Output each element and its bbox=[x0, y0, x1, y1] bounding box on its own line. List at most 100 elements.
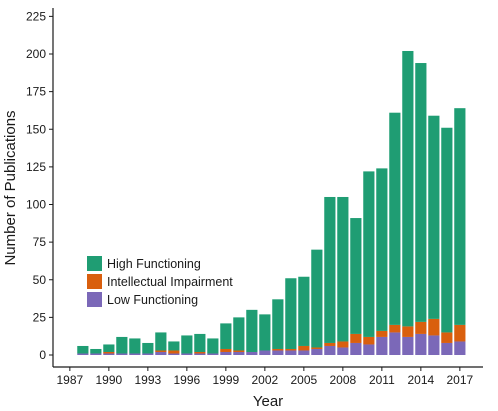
bar-marks bbox=[77, 50, 466, 355]
bar-intellectual-impairment-1999 bbox=[220, 348, 232, 352]
bar-intellectual-impairment-2014 bbox=[415, 321, 427, 334]
bar-high-functioning-1989 bbox=[90, 348, 102, 354]
bar-intellectual-impairment-2017 bbox=[454, 324, 466, 342]
bar-low-functioning-2015 bbox=[428, 335, 440, 355]
bar-low-functioning-2002 bbox=[259, 350, 271, 355]
bar-high-functioning-2009 bbox=[350, 218, 362, 334]
bar-high-functioning-1994 bbox=[155, 332, 167, 351]
bar-intellectual-impairment-1994 bbox=[155, 350, 167, 352]
bar-low-functioning-2001 bbox=[246, 351, 258, 355]
bar-low-functioning-2012 bbox=[389, 332, 401, 355]
bar-high-functioning-2008 bbox=[337, 196, 349, 342]
x-tick-label: 2014 bbox=[407, 373, 434, 387]
bar-high-functioning-1997 bbox=[194, 333, 206, 352]
bar-high-functioning-2004 bbox=[285, 278, 297, 349]
bar-low-functioning-1991 bbox=[116, 353, 128, 355]
bar-low-functioning-1993 bbox=[142, 353, 154, 355]
x-tick-label: 1990 bbox=[95, 373, 122, 387]
bar-low-functioning-2010 bbox=[363, 344, 375, 355]
y-axis-title: Number of Publications bbox=[2, 110, 19, 265]
x-axis-title: Year bbox=[253, 393, 283, 410]
bar-high-functioning-2000 bbox=[233, 317, 245, 351]
bar-high-functioning-2002 bbox=[259, 314, 271, 351]
bar-high-functioning-2011 bbox=[376, 168, 388, 331]
bar-low-functioning-2005 bbox=[298, 350, 310, 355]
bar-low-functioning-1994 bbox=[155, 351, 167, 355]
bar-low-functioning-2009 bbox=[350, 342, 362, 355]
x-tick-label: 2011 bbox=[369, 373, 395, 387]
bar-intellectual-impairment-2016 bbox=[441, 332, 453, 343]
bar-intellectual-impairment-2005 bbox=[298, 345, 310, 351]
bar-high-functioning-2013 bbox=[402, 50, 414, 327]
bar-high-functioning-2014 bbox=[415, 63, 427, 322]
bar-high-functioning-2005 bbox=[298, 276, 310, 346]
bar-high-functioning-1998 bbox=[207, 338, 219, 354]
y-tick-label: 75 bbox=[33, 235, 47, 249]
legend-swatch-intellectual-impairment bbox=[87, 274, 102, 289]
bar-intellectual-impairment-2013 bbox=[402, 326, 414, 337]
bar-intellectual-impairment-1997 bbox=[194, 351, 206, 354]
x-tick-label: 1996 bbox=[173, 373, 200, 387]
legend-label: Intellectual Impairment bbox=[107, 275, 233, 289]
bar-high-functioning-1988 bbox=[77, 345, 89, 354]
y-tick-label: 200 bbox=[26, 47, 46, 61]
legend-label: High Functioning bbox=[107, 257, 201, 271]
bar-low-functioning-2004 bbox=[285, 350, 297, 355]
bar-intellectual-impairment-2009 bbox=[350, 333, 362, 343]
y-tick-label: 150 bbox=[26, 122, 46, 136]
bar-low-functioning-2017 bbox=[454, 341, 466, 355]
bar-high-functioning-2012 bbox=[389, 112, 401, 325]
y-tick-label: 175 bbox=[26, 85, 46, 99]
x-tick-label: 2002 bbox=[251, 373, 278, 387]
bar-intellectual-impairment-1995 bbox=[168, 350, 180, 354]
bar-high-functioning-2007 bbox=[324, 196, 336, 343]
bar-intellectual-impairment-2007 bbox=[324, 342, 336, 346]
x-tick-label: 1993 bbox=[134, 373, 161, 387]
bar-low-functioning-1992 bbox=[129, 353, 141, 355]
legend-swatch-low-functioning bbox=[87, 292, 102, 307]
bar-high-functioning-1992 bbox=[129, 338, 141, 354]
bar-high-functioning-2006 bbox=[311, 249, 323, 348]
bar-low-functioning-1990 bbox=[103, 353, 115, 355]
x-axis-ticks: 1987 1990 1993 1996 1999 2002 2005 2008 2011 2014… bbox=[56, 367, 474, 387]
x-tick-label: 2008 bbox=[329, 373, 356, 387]
bar-low-functioning-1989 bbox=[90, 353, 102, 355]
bar-low-functioning-2003 bbox=[272, 350, 284, 355]
bar-high-functioning-1991 bbox=[116, 336, 128, 354]
x-tick-label: 1987 bbox=[56, 373, 83, 387]
bar-intellectual-impairment-2012 bbox=[389, 324, 401, 333]
y-tick-label: 225 bbox=[26, 9, 46, 23]
bar-high-functioning-2003 bbox=[272, 299, 284, 349]
bar-low-functioning-2007 bbox=[324, 345, 336, 355]
bar-high-functioning-2001 bbox=[246, 309, 258, 352]
bar-low-functioning-1998 bbox=[207, 353, 219, 355]
bar-high-functioning-1996 bbox=[181, 335, 193, 354]
y-tick-label: 100 bbox=[26, 198, 46, 212]
bar-low-functioning-2013 bbox=[402, 336, 414, 355]
bar-low-functioning-2008 bbox=[337, 347, 349, 355]
bar-high-functioning-1990 bbox=[103, 344, 115, 352]
bar-high-functioning-1999 bbox=[220, 323, 232, 349]
bar-high-functioning-1995 bbox=[168, 341, 180, 351]
bar-low-functioning-2016 bbox=[441, 342, 453, 355]
bar-high-functioning-2016 bbox=[441, 127, 453, 333]
x-tick-label: 2005 bbox=[290, 373, 317, 387]
x-tick-label: 2017 bbox=[446, 373, 473, 387]
bar-low-functioning-2006 bbox=[311, 348, 323, 355]
y-tick-label: 25 bbox=[33, 310, 47, 324]
bar-high-functioning-2017 bbox=[454, 108, 466, 325]
bar-intellectual-impairment-2006 bbox=[311, 347, 323, 349]
bar-low-functioning-2014 bbox=[415, 333, 427, 355]
y-tick-label: 50 bbox=[33, 273, 47, 287]
y-tick-label: 125 bbox=[26, 160, 46, 174]
bar-intellectual-impairment-2008 bbox=[337, 341, 349, 348]
bar-intellectual-impairment-2015 bbox=[428, 318, 440, 336]
bar-low-functioning-1988 bbox=[77, 353, 89, 355]
bar-low-functioning-1997 bbox=[194, 353, 206, 355]
bar-low-functioning-2000 bbox=[233, 351, 245, 355]
bar-high-functioning-2010 bbox=[363, 171, 375, 337]
y-axis-ticks: 0 25 50 75 100 125 150 175 200 225 bbox=[26, 9, 53, 362]
bar-low-functioning-1996 bbox=[181, 353, 193, 355]
legend: High Functioning Intellectual Impairment L… bbox=[87, 256, 233, 307]
